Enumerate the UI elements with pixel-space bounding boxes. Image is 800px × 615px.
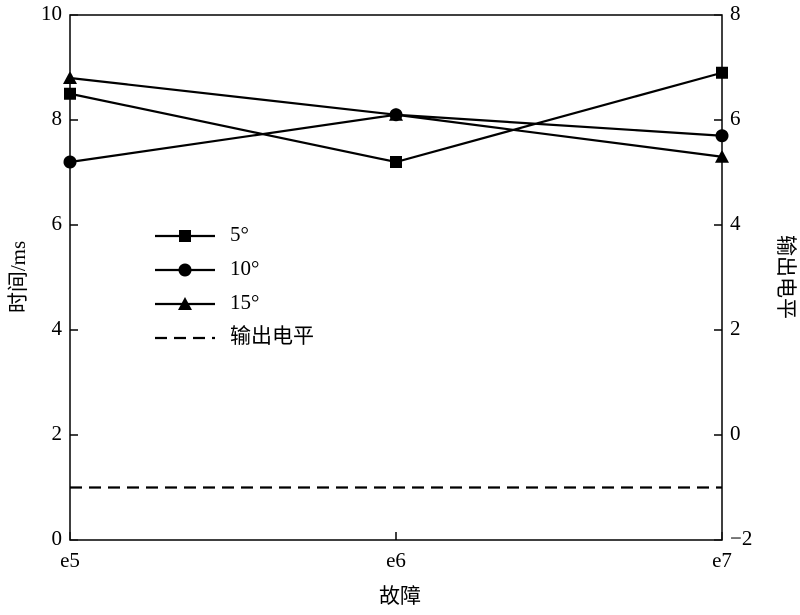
legend-label: 5° [230, 222, 249, 246]
marker [178, 263, 192, 277]
marker [63, 155, 77, 169]
y2-tick-label: 6 [730, 106, 741, 130]
y-tick-label: 8 [52, 106, 63, 130]
x-tick-label: e5 [60, 548, 80, 572]
plot-frame [69, 14, 723, 541]
series-line [69, 113, 723, 164]
x-axis-label: 故障 [379, 584, 421, 608]
legend-label: 10° [230, 256, 259, 280]
y-tick-label: 10 [41, 1, 62, 25]
y-tick-label: 6 [52, 211, 63, 235]
marker [179, 230, 191, 242]
x-tick-label: e7 [712, 548, 732, 572]
y-axis-label: 时间/ms [6, 241, 30, 313]
legend-label: 15° [230, 290, 259, 314]
marker [178, 297, 192, 310]
marker [390, 156, 402, 168]
x-tick-label: e6 [386, 548, 406, 572]
marker [715, 149, 729, 163]
marker [389, 107, 403, 121]
y-tick-label: 0 [52, 526, 63, 550]
y-tick-label: 4 [52, 316, 63, 340]
marker [715, 129, 729, 143]
y2-tick-label: −2 [730, 526, 752, 550]
legend-label: 输出电平 [230, 324, 314, 348]
y2-tick-label: 2 [730, 316, 741, 340]
y2-axis-label: 输出电平 [774, 235, 798, 319]
y2-tick-label: 8 [730, 1, 741, 25]
y2-tick-label: 0 [730, 421, 741, 445]
marker [64, 87, 76, 100]
marker [63, 71, 77, 84]
y2-tick-label: 4 [730, 211, 741, 235]
marker [716, 66, 728, 79]
y-tick-label: 2 [52, 421, 63, 445]
